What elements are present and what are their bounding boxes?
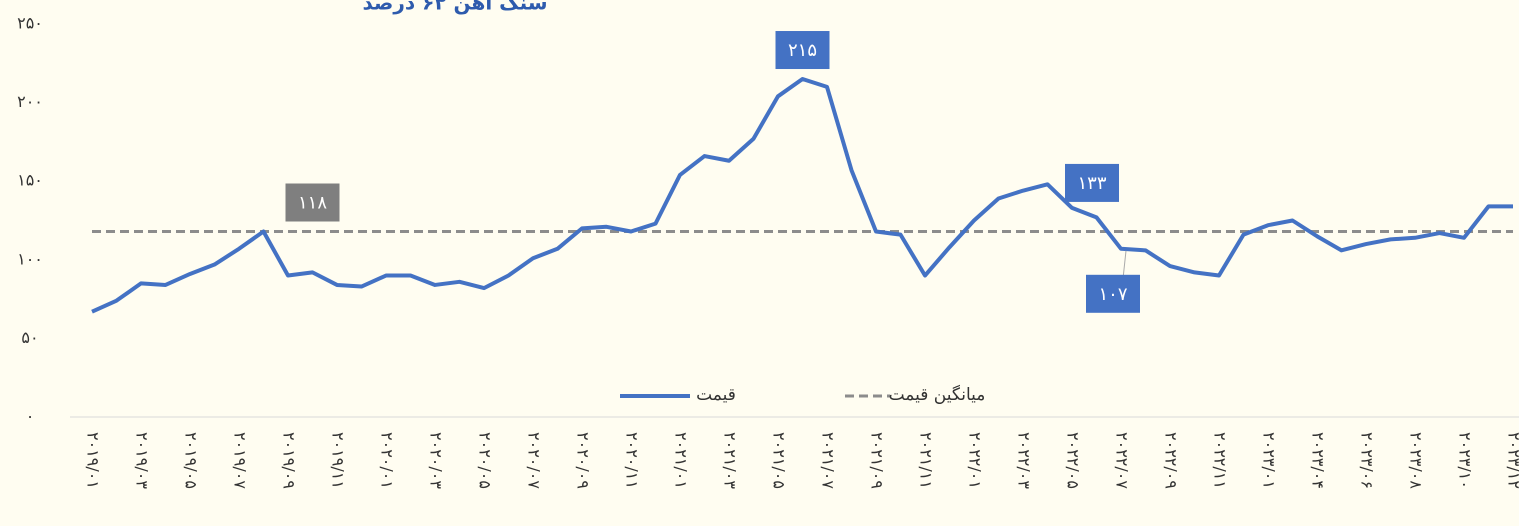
chart-title: سنگ آهن ۶۲ درصد: [362, 0, 547, 15]
chart: سنگ آهن ۶۲ درصد ۰ ۵۰ ۱۰۰ ۱۵۰ ۲۰۰ ۲۵۰ ۲۰۱۹/۰۱ ۲۰…: [0, 0, 1519, 526]
x-tick-label: ۲۰۱۹/۰۷: [231, 432, 250, 489]
x-tick-label: ۲۰۲۳/۰۱: [1260, 432, 1279, 489]
x-tick-label: ۲۰۲۰/۱۱: [623, 432, 642, 489]
x-tick-label: ۲۰۲۳/۱۲: [1505, 432, 1519, 489]
x-tick-label: ۲۰۲۳/۰۴: [1309, 432, 1328, 489]
data-label: ۲۱۵: [788, 40, 817, 61]
y-tick-label: ۲۰۰: [17, 92, 43, 111]
x-tick-label: ۲۰۲۰/۰۹: [574, 432, 593, 489]
y-tick-label: ۲۵۰: [17, 14, 43, 33]
x-tick-label: ۲۰۲۰/۰۷: [525, 432, 544, 489]
x-tick-label: ۲۰۲۲/۰۱: [966, 432, 985, 489]
y-tick-label: ۱۵۰: [17, 171, 43, 190]
x-tick-label: ۲۰۱۹/۰۱: [84, 432, 103, 489]
x-tick-label: ۲۰۲۲/۰۳: [1015, 432, 1034, 489]
x-tick-label: ۲۰۲۱/۰۷: [819, 432, 838, 489]
x-tick-label: ۲۰۲۰/۰۳: [427, 432, 446, 489]
x-tick-label: ۲۰۱۹/۰۳: [133, 432, 152, 489]
legend-label: قیمت: [696, 385, 736, 405]
y-tick-label: ۰: [26, 407, 35, 426]
page: {"chart_data": {"type": "line", "title":…: [0, 0, 1519, 526]
x-tick-label: ۲۰۲۲/۰۷: [1113, 432, 1132, 489]
data-label: ۱۰۷: [1098, 284, 1127, 305]
x-tick-label: ۲۰۲۱/۰۹: [868, 432, 887, 489]
x-tick-label: ۲۰۲۲/۰۹: [1162, 432, 1181, 489]
x-tick-label: ۲۰۱۹/۱۱: [329, 432, 348, 489]
data-label: ۱۱۸: [298, 193, 327, 214]
x-tick-label: ۲۰۲۱/۰۳: [721, 432, 740, 489]
x-tick-label: ۲۰۲۳/۱۰: [1456, 432, 1475, 489]
x-tick-label: ۲۰۲۲/۱۱: [1211, 432, 1230, 489]
y-tick-label: ۵۰: [21, 328, 38, 347]
x-tick-label: ۲۰۲۲/۰۵: [1064, 432, 1083, 489]
x-tick-label: ۲۰۲۱/۱۱: [917, 432, 936, 489]
legend-label: میانگین قیمت: [889, 384, 986, 405]
data-label: ۱۳۳: [1077, 173, 1106, 194]
x-tick-label: ۲۰۲۱/۰۵: [770, 432, 789, 489]
y-tick-label: ۱۰۰: [17, 249, 43, 268]
x-tick-label: ۲۰۱۹/۰۹: [280, 432, 299, 489]
leader-line: [1123, 251, 1126, 279]
x-tick-label: ۲۰۲۰/۰۵: [476, 432, 495, 489]
x-tick-label: ۲۰۱۹/۰۵: [182, 432, 201, 489]
x-tick-label: ۲۰۲۱/۰۱: [672, 432, 691, 489]
x-tick-label: ۲۰۲۳/۰۸: [1407, 432, 1426, 489]
x-tick-label: ۲۰۲۰/۰۱: [378, 432, 397, 489]
x-tick-label: ۲۰۲۳/۰۶: [1358, 432, 1377, 489]
